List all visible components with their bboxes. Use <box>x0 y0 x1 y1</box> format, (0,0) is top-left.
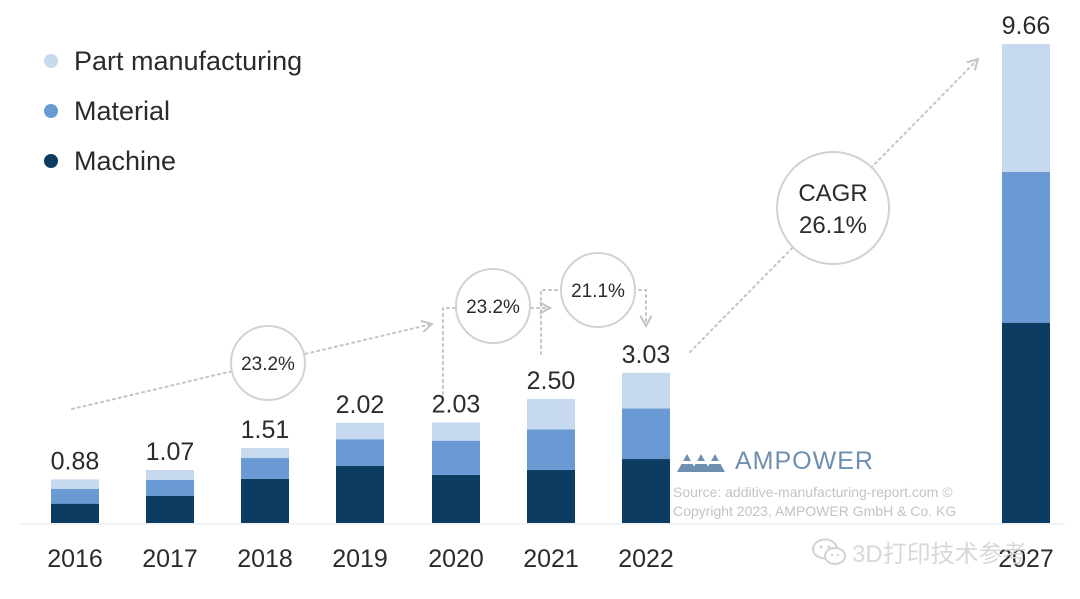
legend-swatch-machine <box>44 154 58 168</box>
source-note: Source: additive-manufacturing-report.co… <box>673 483 956 521</box>
legend-label: Part manufacturing <box>74 45 303 76</box>
ampower-logo-icon <box>675 453 727 472</box>
bar-part-manufacturing-2016 <box>51 479 99 489</box>
total-label-2018: 1.51 <box>241 416 290 444</box>
bar-part-manufacturing-2022 <box>622 372 670 409</box>
bar-machine-2027 <box>1002 322 1050 523</box>
bar-part-manufacturing-2021 <box>527 399 575 430</box>
legend-swatch-part-manufacturing <box>44 54 58 68</box>
bar-machine-2022 <box>622 459 670 523</box>
bar-material-2022 <box>622 408 670 460</box>
bar-material-2016 <box>51 488 99 504</box>
legend-item-part-manufacturing: Part manufacturing <box>44 36 302 86</box>
legend-label: Material <box>74 95 171 126</box>
x-tick-label-2020: 2020 <box>428 545 484 573</box>
bar-material-2027 <box>1002 171 1050 323</box>
bar-material-2020 <box>432 440 480 475</box>
source-line-2: Copyright 2023, AMPOWER GmbH & Co. KG <box>673 503 957 519</box>
total-label-2019: 2.02 <box>336 391 385 419</box>
x-tick-label-2018: 2018 <box>237 545 293 573</box>
bar-part-manufacturing-2017 <box>146 469 194 480</box>
growth-rate-label-2: 23.2% <box>466 297 520 318</box>
total-label-2017: 1.07 <box>146 438 195 466</box>
bar-material-2021 <box>527 429 575 470</box>
growth-arrow-head-2020-2021 <box>539 301 553 315</box>
bar-material-2019 <box>336 439 384 466</box>
x-tick-label-2021: 2021 <box>523 545 579 573</box>
bar-material-2018 <box>241 458 289 479</box>
total-label-2020: 2.03 <box>432 390 481 418</box>
bar-machine-2018 <box>241 478 289 523</box>
total-label-2022: 3.03 <box>622 341 671 369</box>
total-label-2027: 9.66 <box>1002 12 1051 40</box>
total-label-2021: 2.50 <box>527 367 576 395</box>
legend-label: Machine <box>74 145 177 176</box>
brand-logo: AMPOWER <box>675 447 874 476</box>
x-tick-label-2017: 2017 <box>142 545 198 573</box>
legend-item-machine: Machine <box>44 136 302 186</box>
bar-part-manufacturing-2020 <box>432 422 480 441</box>
x-tick-label-2027: 2027 <box>998 545 1054 573</box>
growth-rate-label-3: 21.1% <box>571 281 625 302</box>
legend-swatch-material <box>44 104 58 118</box>
x-tick-label-2019: 2019 <box>332 545 388 573</box>
cagr-value: 26.1% <box>799 212 867 239</box>
bar-machine-2021 <box>527 469 575 523</box>
growth-arrow-2016-2020 <box>71 323 433 410</box>
watermark-text: 3D打印技术参考 <box>852 541 1027 568</box>
growth-arrow-head-2016-2020 <box>420 320 435 333</box>
bar-part-manufacturing-2018 <box>241 448 289 459</box>
growth-bubble-4 <box>776 151 890 265</box>
bar-machine-2020 <box>432 474 480 523</box>
bar-machine-2017 <box>146 495 194 523</box>
growth-arrow-head-2021-2022 <box>639 315 653 329</box>
legend: Part manufacturing Material Machine <box>44 36 302 186</box>
x-tick-label-2022: 2022 <box>618 545 674 573</box>
bar-material-2017 <box>146 479 194 496</box>
bar-part-manufacturing-2019 <box>336 422 384 440</box>
bar-machine-2016 <box>51 503 99 523</box>
x-tick-label-2016: 2016 <box>47 545 103 573</box>
legend-item-material: Material <box>44 86 302 136</box>
source-line-1: Source: additive-manufacturing-report.co… <box>673 484 953 500</box>
growth-rate-label-1: 23.2% <box>241 354 295 375</box>
bar-machine-2019 <box>336 465 384 523</box>
growth-arrow-head-2022-2027 <box>966 57 980 71</box>
growth-bubble-1 <box>230 325 306 401</box>
brand-name: AMPOWER <box>735 447 874 475</box>
cagr-title: CAGR <box>798 180 867 207</box>
wechat-icon <box>812 538 846 565</box>
total-label-2016: 0.88 <box>51 447 100 475</box>
growth-bubble-2 <box>455 268 531 344</box>
bar-part-manufacturing-2027 <box>1002 44 1050 172</box>
growth-bubble-3 <box>560 252 636 328</box>
watermark: 3D打印技术参考 <box>812 534 1027 569</box>
